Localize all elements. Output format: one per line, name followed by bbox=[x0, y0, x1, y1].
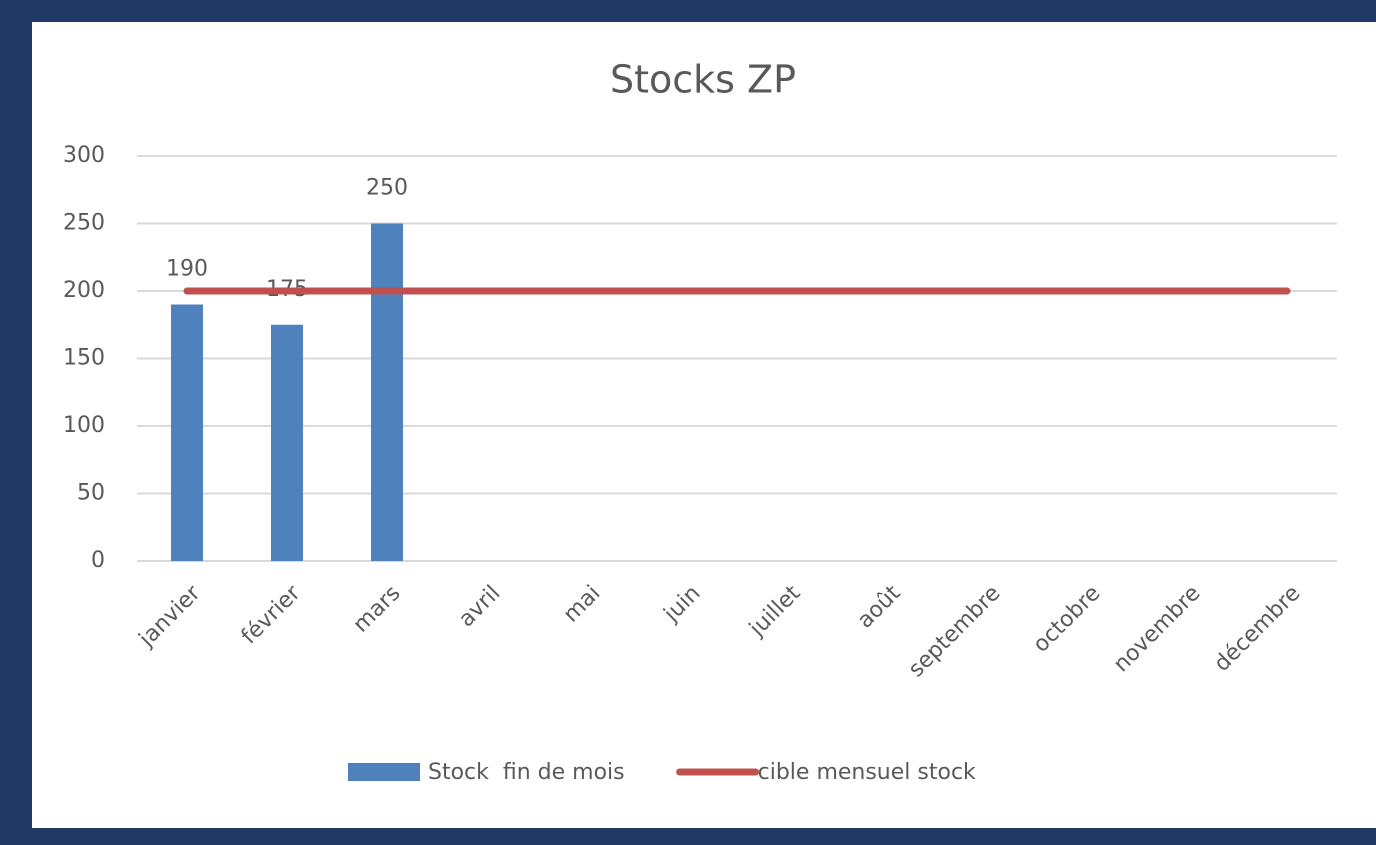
y-tick-label: 300 bbox=[63, 143, 105, 168]
bar bbox=[171, 304, 203, 561]
legend-swatch bbox=[348, 763, 420, 781]
data-label: 190 bbox=[166, 257, 208, 282]
y-tick-label: 50 bbox=[77, 481, 105, 506]
data-label: 250 bbox=[366, 176, 408, 201]
y-tick-label: 200 bbox=[63, 278, 105, 303]
y-tick-label: 100 bbox=[63, 413, 105, 438]
y-tick-label: 0 bbox=[91, 548, 105, 573]
y-tick-label: 250 bbox=[63, 211, 105, 236]
chart-title: Stocks ZP bbox=[610, 58, 796, 102]
bar bbox=[271, 324, 303, 561]
legend-label: cible mensuel stock bbox=[758, 760, 976, 785]
bar bbox=[371, 223, 403, 561]
legend-label: Stock fin de mois bbox=[428, 760, 625, 785]
y-tick-label: 150 bbox=[63, 346, 105, 371]
